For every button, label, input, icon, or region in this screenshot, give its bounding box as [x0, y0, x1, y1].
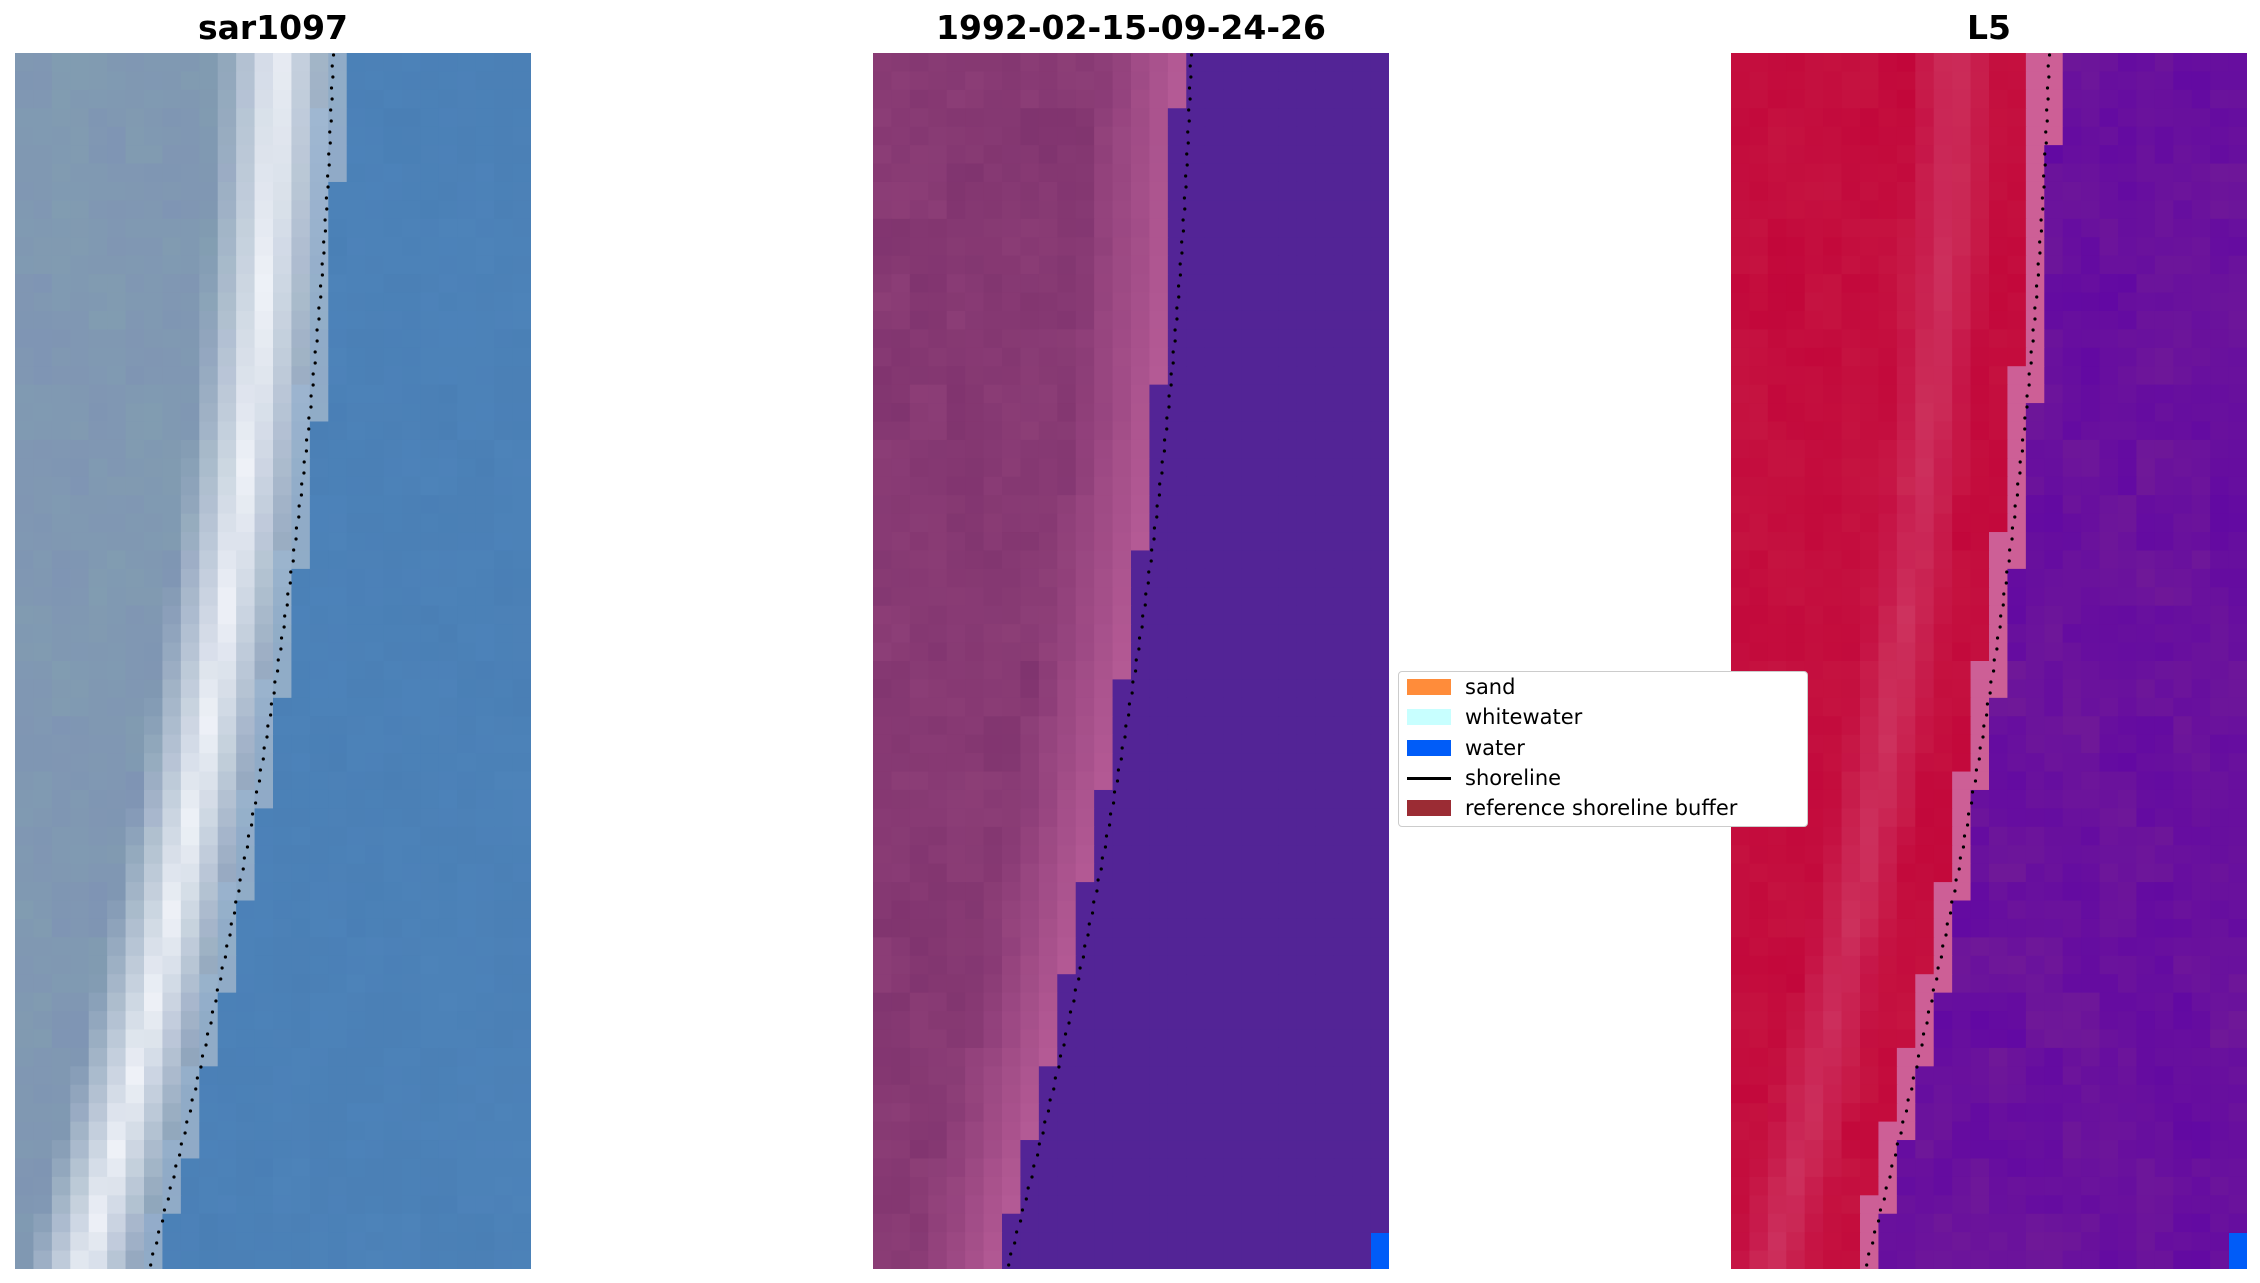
legend-label: shoreline: [1465, 766, 1562, 790]
legend-swatch: [1407, 770, 1451, 786]
legend-item-whitewater: whitewater: [1407, 704, 1582, 730]
legend-swatch: [1407, 679, 1451, 695]
legend-label: reference shoreline buffer: [1465, 796, 1738, 820]
legend-item-sand: sand: [1407, 674, 1515, 700]
legend-swatch: [1407, 800, 1451, 816]
legend-label: whitewater: [1465, 705, 1583, 729]
rgb-image: [15, 53, 531, 1269]
panel-title-index: L5: [1967, 8, 2011, 47]
legend-label: water: [1465, 736, 1525, 760]
legend-label: sand: [1465, 675, 1516, 699]
legend-item-shoreline: shoreline: [1407, 765, 1561, 791]
index-image-panel: [1731, 53, 2247, 1269]
legend-swatch: [1407, 740, 1451, 756]
shoreline-classification: [1007, 53, 1194, 1267]
panel-title-rgb: sar1097: [197, 8, 349, 47]
panel-title-classification: 1992-02-15-09-24-26: [936, 8, 1326, 47]
classification-image-panel: [873, 53, 1389, 1269]
classification-image: [873, 53, 1389, 1269]
legend-item-reference-shoreline-buffer: reference shoreline buffer: [1407, 795, 1737, 821]
rgb-image-panel: [15, 53, 531, 1269]
legend-swatch: [1407, 709, 1451, 725]
legend-item-water: water: [1407, 735, 1525, 761]
legend: sand whitewater water shoreline reference sh…: [1398, 671, 1808, 827]
index-image: [1731, 53, 2247, 1269]
shoreline-rgb: [149, 53, 336, 1267]
shoreline-index: [1865, 53, 2052, 1267]
